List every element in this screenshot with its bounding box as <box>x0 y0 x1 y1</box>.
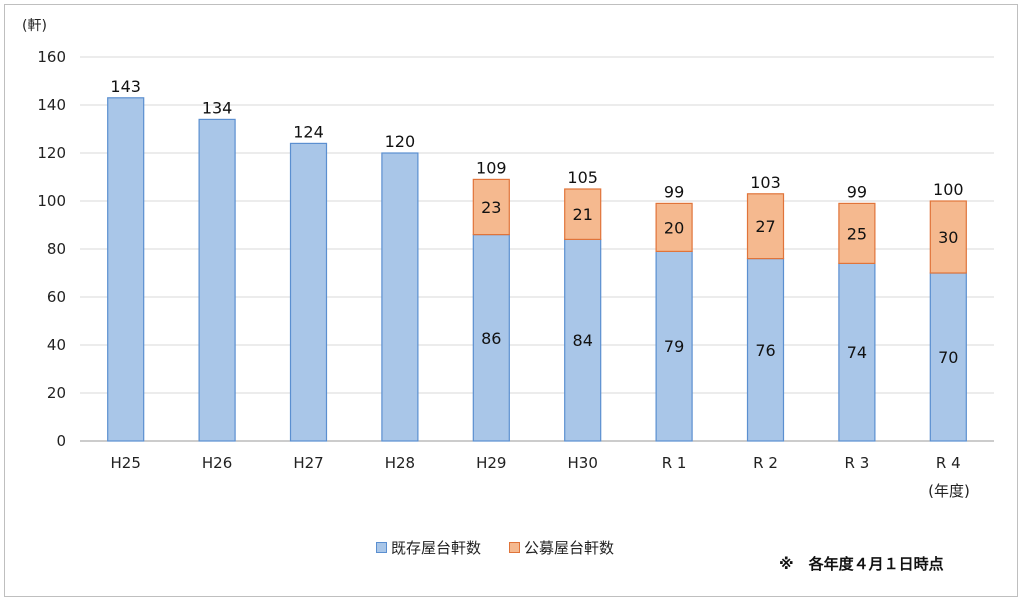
x-category-label: H28 <box>385 454 415 472</box>
bar-segment <box>746 258 785 442</box>
bar-segment <box>929 200 967 274</box>
bar-total-label: 99 <box>847 182 867 201</box>
bar-segment-label: 23 <box>481 198 501 217</box>
legend: 既存屋台軒数 公募屋台軒数 <box>376 537 614 558</box>
bar-segment <box>107 97 145 442</box>
x-category-label: H26 <box>202 454 232 472</box>
y-tick-label: 0 <box>56 432 66 450</box>
y-tick-label: 160 <box>37 48 66 66</box>
bar-total-label: 100 <box>933 180 964 199</box>
x-category-label: H27 <box>293 454 323 472</box>
bar-segment <box>289 142 328 442</box>
bar-segment-label: 84 <box>573 331 593 350</box>
y-axis-unit-label: (軒) <box>22 18 47 34</box>
bar-segment <box>198 118 236 442</box>
bar-segment-label: 21 <box>573 205 593 224</box>
x-category-label: H30 <box>568 454 598 472</box>
bars <box>107 97 967 442</box>
legend-label-public: 公募屋台軒数 <box>524 539 615 557</box>
bar-segment <box>838 202 876 264</box>
stacked-bar-chart: 0 20 40 60 80 100 120 140 160 143 134 124 120 86 23 10… <box>22 18 994 500</box>
x-category-label: H25 <box>111 454 141 472</box>
legend-swatch-existing <box>376 542 387 553</box>
x-category-label: R 1 <box>662 454 687 472</box>
bar-segment <box>838 262 876 442</box>
bar-total-label: 103 <box>750 173 781 192</box>
y-tick-label: 140 <box>37 96 66 114</box>
data-labels: 143 134 124 120 86 23 109 84 21 105 79 20 99 76 27 103 7… <box>110 77 963 367</box>
bar-segment-label: 86 <box>481 329 501 348</box>
bar-segment <box>564 188 602 241</box>
bar-total-label: 143 <box>110 77 141 96</box>
legend-label-existing: 既存屋台軒数 <box>391 539 482 557</box>
x-category-label: R 2 <box>753 454 778 472</box>
bar-segment-label: 20 <box>664 218 684 237</box>
bar-segment <box>381 152 419 442</box>
x-axis-categories: H25 H26 H27 H28 H29 H30 R 1 R 2 R 3 R 4 <box>111 454 961 472</box>
bar-total-label: 120 <box>385 132 416 151</box>
bar-segment-label: 25 <box>847 224 867 243</box>
bar-segment-label: 76 <box>755 341 775 360</box>
bar-segment <box>655 250 693 442</box>
bar-segment <box>655 202 693 252</box>
legend-item-existing: 既存屋台軒数 <box>376 537 481 558</box>
y-axis-ticks: 0 20 40 60 80 100 120 140 160 <box>37 48 66 450</box>
y-tick-label: 100 <box>37 192 66 210</box>
bar-total-label: 105 <box>567 168 598 187</box>
bar-segment-label: 79 <box>664 337 684 356</box>
bar-segment <box>472 178 510 236</box>
x-category-label: H29 <box>476 454 506 472</box>
bar-segment-label: 70 <box>938 348 958 367</box>
bar-total-label: 99 <box>664 182 684 201</box>
bar-segment-label: 74 <box>847 343 867 362</box>
legend-item-public: 公募屋台軒数 <box>509 537 614 558</box>
x-category-label: R 3 <box>845 454 870 472</box>
y-tick-label: 120 <box>37 144 66 162</box>
bar-segment <box>746 193 785 260</box>
bar-segment-label: 27 <box>755 217 775 236</box>
x-axis-suffix-label: (年度) <box>928 482 970 500</box>
bar-segment-label: 30 <box>938 228 958 247</box>
y-tick-label: 40 <box>47 336 66 354</box>
y-tick-label: 60 <box>47 288 66 306</box>
legend-swatch-public <box>509 542 521 553</box>
chart-frame <box>4 4 1018 597</box>
y-tick-label: 80 <box>47 240 66 258</box>
bar-total-label: 134 <box>202 98 233 117</box>
bar-total-label: 109 <box>476 158 507 177</box>
x-category-label: R 4 <box>936 454 961 472</box>
bar-total-label: 124 <box>293 122 324 141</box>
bar-segment <box>472 234 510 442</box>
footnote: ※ 各年度４月１日時点 <box>779 555 944 573</box>
y-tick-label: 20 <box>47 384 66 402</box>
